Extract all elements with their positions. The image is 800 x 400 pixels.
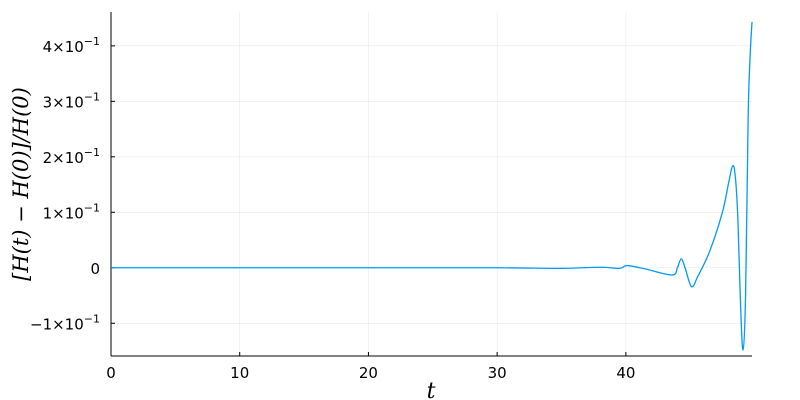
y-tick-exponent: −1: [84, 35, 100, 48]
y-tick-mantissa: 1×10: [43, 204, 84, 222]
y-axis-label: [H(t) − H(0)]/H(0): [9, 87, 33, 281]
y-tick-mantissa: 4×10: [43, 38, 84, 56]
y-tick-label: 4×10−1: [43, 35, 100, 56]
y-tick-exponent: −1: [84, 146, 100, 159]
y-tick-exponent: −1: [84, 90, 100, 103]
y-tick-label: 1×10−1: [43, 201, 100, 222]
grid: [110, 12, 752, 356]
y-tick-label: 0: [90, 260, 100, 278]
x-tick-label: 0: [106, 364, 116, 382]
axes: [110, 12, 752, 357]
y-tick-exponent: −1: [84, 312, 100, 325]
y-tick-mantissa: 3×10: [43, 93, 84, 111]
series: [111, 21, 753, 351]
x-axis-label: t: [427, 379, 436, 400]
series-line: [111, 21, 753, 351]
ticks: 0 10 20 30 40−1×10−101×10−12×10−13×10−14×10−…: [30, 35, 635, 382]
y-tick-mantissa: 0: [90, 260, 100, 278]
x-tick-label: 20: [359, 364, 378, 382]
x-tick-label: 30: [488, 364, 507, 382]
y-tick-mantissa: 2×10: [43, 149, 84, 167]
y-tick-label: −1×10−1: [30, 312, 100, 333]
y-tick-exponent: −1: [84, 201, 100, 214]
x-tick-label: 40: [616, 364, 635, 382]
y-tick-mantissa: −1×10: [30, 315, 84, 333]
y-tick-label: 2×10−1: [43, 146, 100, 167]
x-tick-label: 10: [230, 364, 249, 382]
y-tick-label: 3×10−1: [43, 90, 100, 111]
